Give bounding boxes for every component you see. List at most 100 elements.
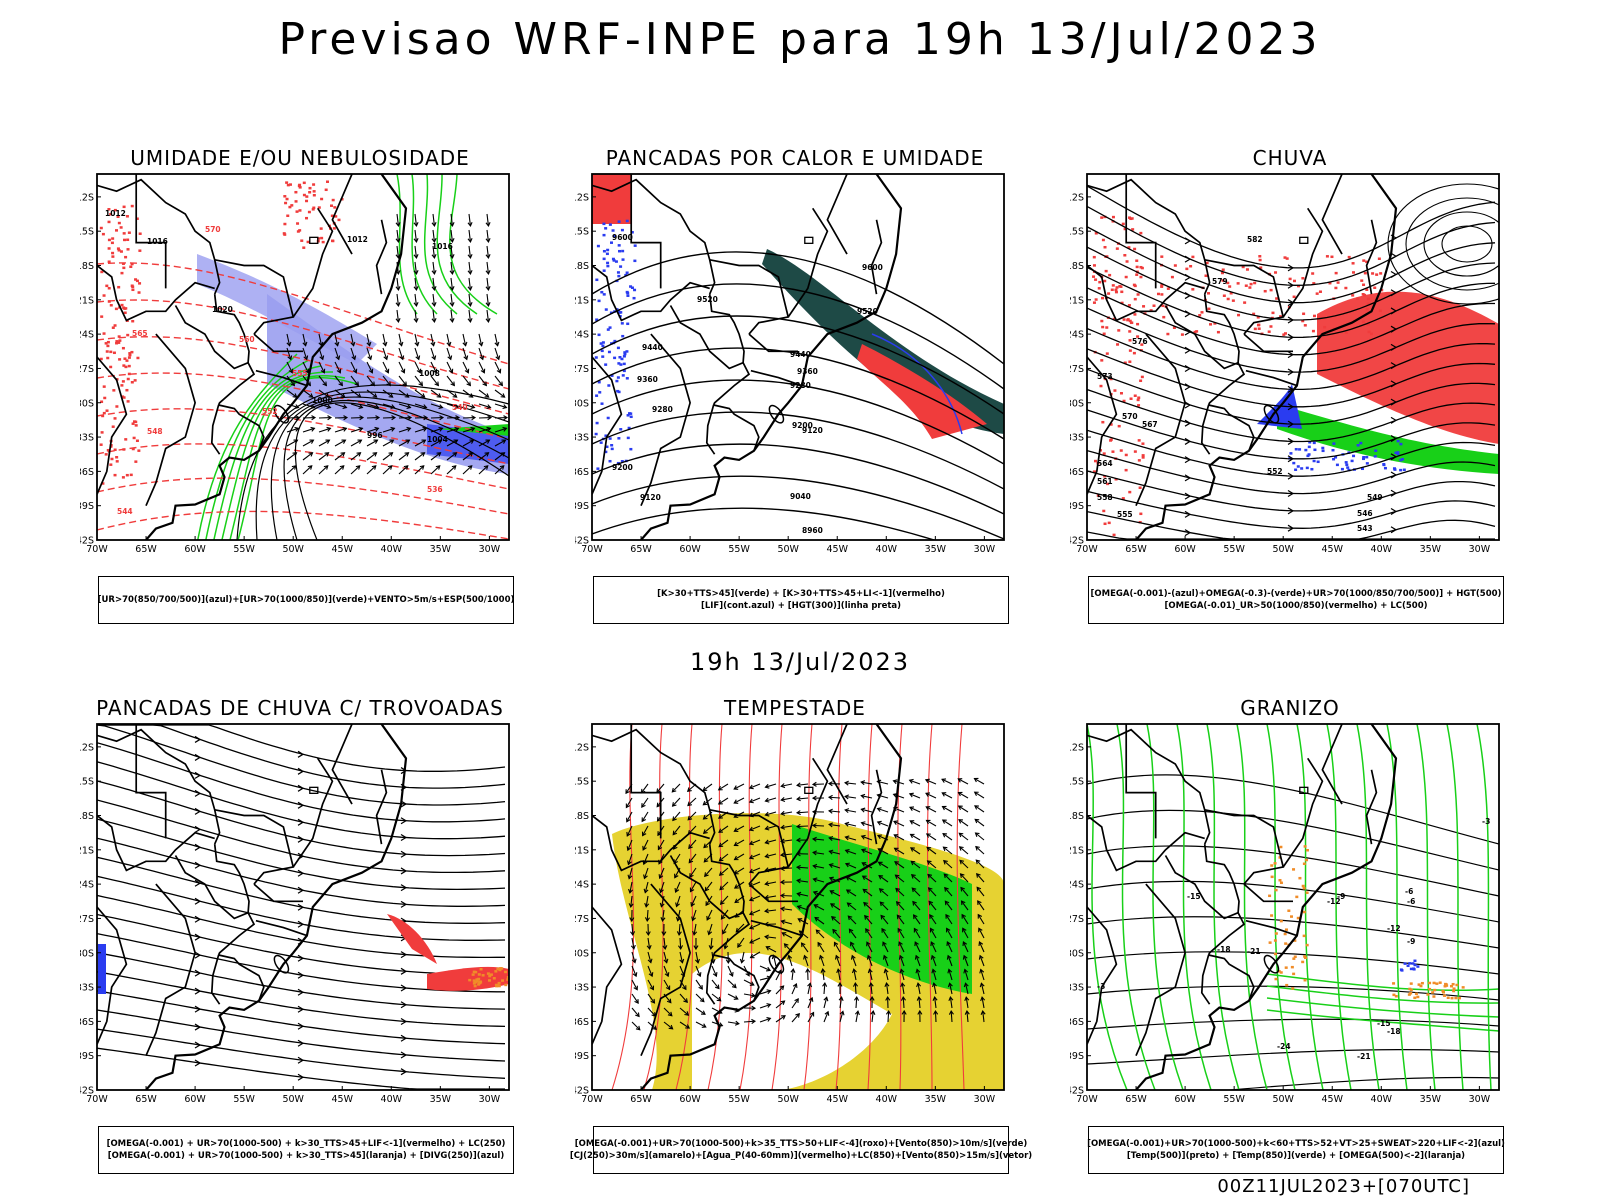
wind-vector-head <box>748 798 754 804</box>
wind-vector-head <box>961 913 966 919</box>
stream-arrow <box>194 825 202 833</box>
wind-vector <box>690 881 697 892</box>
stream-arrow <box>1184 237 1192 245</box>
temp850-contour <box>1206 724 1240 1090</box>
isobar <box>294 402 509 540</box>
wind-vector <box>659 881 665 893</box>
wind-vector-head <box>703 857 709 863</box>
wind-vector-head <box>764 797 770 803</box>
wind-vector <box>975 859 985 869</box>
wind-vector <box>286 347 292 360</box>
omega500-noise <box>1416 995 1420 999</box>
wind-vector-head <box>944 900 950 906</box>
wind-vector-head <box>449 286 455 291</box>
wind-vector <box>845 863 857 869</box>
omega500-noise <box>1428 987 1432 991</box>
wind-vector-head <box>664 972 670 978</box>
lif-noise <box>611 229 615 232</box>
lif-noise <box>594 432 598 436</box>
wind-vector-head <box>748 910 754 916</box>
panel-title: CHUVA <box>1252 146 1328 170</box>
wind-vector-head <box>779 893 785 899</box>
wind-vector-head <box>693 945 699 951</box>
convection-noise <box>497 981 501 985</box>
political-border <box>255 369 308 387</box>
convection-noise <box>488 974 492 978</box>
wind-vector <box>974 791 985 799</box>
wind-vector-head <box>310 426 316 432</box>
convection-noise <box>472 970 476 974</box>
stream-arrow <box>297 1073 305 1081</box>
wind-vector-head <box>339 465 345 470</box>
wind-vector-head <box>374 426 380 432</box>
wind-vector-head <box>846 902 852 908</box>
wind-vector <box>981 997 985 1009</box>
wind-vector-head <box>948 1009 954 1015</box>
thickness-noise <box>118 358 122 361</box>
omega-noise <box>1312 459 1316 463</box>
convection-noise <box>504 970 508 974</box>
omega-noise <box>1331 448 1335 452</box>
wind-vector <box>627 839 633 851</box>
lat-tick-label: 21S <box>1070 845 1084 856</box>
contour-label: 573 <box>1097 372 1113 381</box>
stream-arrow <box>194 1041 202 1049</box>
wind-vector <box>980 969 985 981</box>
wind-vector-head <box>342 404 348 410</box>
stream-arrow <box>297 920 305 928</box>
panel-chuva: CHUVA 582 579 576 573 570 567 564 561 558 555 552 5… <box>1070 146 1510 646</box>
wind-vector <box>946 941 953 953</box>
thickness-noise <box>298 186 302 189</box>
rain-noise <box>1139 231 1143 235</box>
wind-vector-head <box>703 843 709 849</box>
lat-tick-label: 30S <box>80 398 94 409</box>
wind-vector-head <box>878 874 884 880</box>
wind-vector <box>695 993 705 1003</box>
rain-noise <box>1259 266 1263 269</box>
wind-vector <box>899 955 905 967</box>
rain-noise <box>1275 297 1279 300</box>
lif-noise <box>625 377 629 380</box>
wind-vector-head <box>404 452 410 457</box>
federal-district-marker <box>804 236 814 244</box>
omega500-noise <box>1270 864 1274 867</box>
wind-vector-head <box>717 814 723 819</box>
omega-noise <box>1373 455 1377 458</box>
lon-tick-label: 45W <box>1321 544 1343 555</box>
wind-vector <box>865 928 873 939</box>
wind-vector-head <box>973 791 979 796</box>
wind-vector-head <box>689 873 694 878</box>
thickness-noise <box>131 447 135 451</box>
omega-noise <box>1374 449 1378 452</box>
wind-vector <box>629 881 633 893</box>
legend-box: [OMEGA(-0.001)-(azul)+OMEGA(-0.3)-(verde… <box>1088 576 1504 624</box>
wind-vector <box>909 793 921 799</box>
lon-tick-label: 70W <box>86 1094 108 1105</box>
political-border <box>787 207 829 318</box>
rain-noise <box>1160 255 1164 258</box>
stream-arrow <box>1287 472 1295 480</box>
wind-vector <box>302 465 313 475</box>
wind-vector <box>829 823 841 827</box>
streamline <box>1087 368 1496 425</box>
rain-noise <box>1362 259 1366 262</box>
rain-noise <box>1301 319 1305 323</box>
contour-label: 549 <box>1367 493 1383 502</box>
wind-vector <box>957 778 969 785</box>
political-border <box>253 883 303 903</box>
contour-label: 536 <box>427 485 443 494</box>
wind-vector <box>318 452 329 461</box>
wind-vector <box>494 452 505 461</box>
wind-vector-head <box>662 945 668 950</box>
stream-arrow <box>1390 362 1398 370</box>
omega500-noise <box>1302 910 1306 914</box>
omega500-noise <box>1283 932 1287 936</box>
wind-vector <box>334 333 339 346</box>
wind-vector-head <box>323 465 329 470</box>
rain-noise <box>1103 522 1107 526</box>
isobar <box>255 391 509 540</box>
omega500-noise <box>1413 996 1417 1000</box>
lat-tick-label: 42S <box>1070 1086 1084 1097</box>
wind-vector-head <box>372 452 378 457</box>
wind-vector-head <box>663 958 669 964</box>
